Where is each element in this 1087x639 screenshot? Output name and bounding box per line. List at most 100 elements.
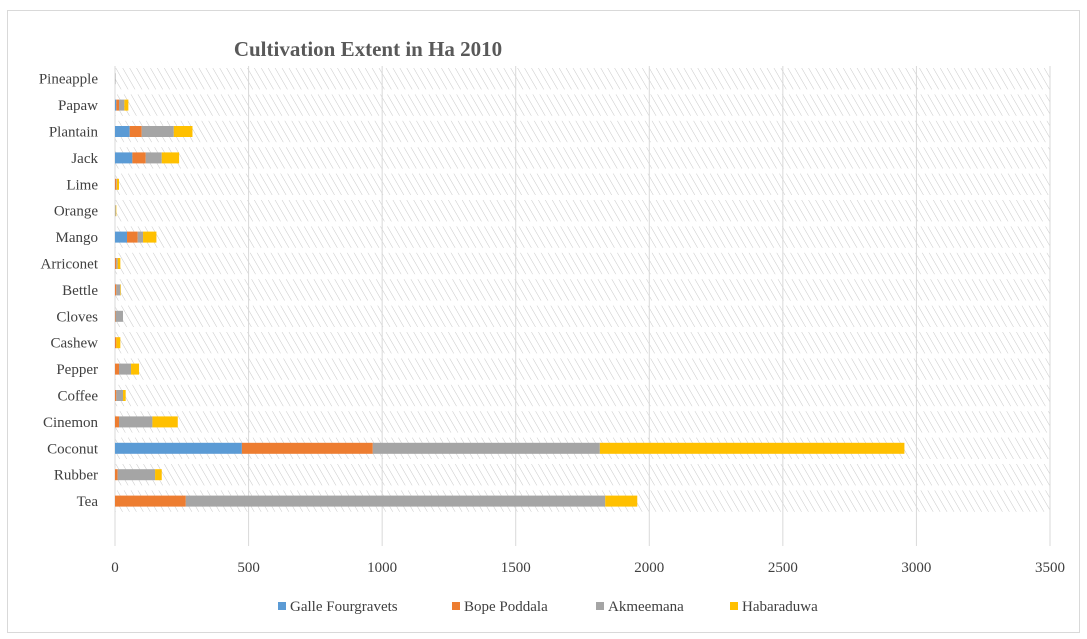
bar-segment	[116, 100, 119, 111]
plot-band	[115, 358, 1050, 379]
bar-segment	[116, 284, 120, 295]
category-label: Papaw	[58, 98, 98, 114]
plot-band	[115, 121, 1050, 142]
legend-label: Habaraduwa	[742, 599, 818, 615]
plot-band	[115, 306, 1050, 327]
bar-segment	[120, 284, 121, 295]
bar-segment	[130, 126, 142, 137]
bar-segment	[115, 416, 119, 427]
bar-segment	[174, 126, 193, 137]
bar-segment	[131, 364, 139, 375]
bar-segment	[115, 205, 116, 216]
bar-segment	[162, 152, 179, 163]
bar-segment	[115, 126, 130, 137]
bar-segment	[143, 232, 156, 243]
plot-band	[115, 147, 1050, 168]
plot-band	[115, 279, 1050, 300]
legend-label: Bope Poddala	[464, 599, 548, 615]
bar-segment	[116, 390, 123, 401]
bar-segment	[242, 443, 373, 454]
bar-segment	[118, 258, 121, 269]
bar-segment	[115, 496, 186, 507]
category-label: Coconut	[47, 441, 99, 457]
bar-segment	[116, 337, 120, 348]
bar-segment	[373, 443, 600, 454]
category-label: Rubber	[54, 468, 98, 484]
legend-swatch	[596, 602, 604, 610]
plot-band	[115, 385, 1050, 406]
bar-segment	[117, 179, 119, 190]
bar-segment	[132, 152, 145, 163]
category-label: Orange	[54, 204, 98, 220]
x-tick-label: 1000	[367, 560, 397, 576]
category-label: Arriconet	[41, 257, 99, 273]
category-label: Bettle	[62, 283, 98, 299]
plot-band	[115, 68, 1050, 89]
bar-segment	[155, 469, 162, 480]
bar-segment	[127, 232, 138, 243]
bar-segment	[115, 390, 116, 401]
plot-band	[115, 226, 1050, 247]
chart-title: Cultivation Extent in Ha 2010	[234, 37, 502, 61]
x-tick-label: 3500	[1035, 560, 1065, 576]
category-label: Cashew	[51, 336, 99, 352]
bar-segment	[116, 258, 117, 269]
bar-segment	[115, 284, 116, 295]
category-label: Pineapple	[39, 72, 98, 88]
x-tick-label: 2000	[634, 560, 664, 576]
bar-segment	[186, 496, 605, 507]
bar-segment	[138, 232, 143, 243]
category-label: Cinemon	[43, 415, 98, 431]
bar-segment	[152, 416, 177, 427]
bar-segment	[123, 390, 126, 401]
category-label: Coffee	[57, 389, 98, 405]
plot-band	[115, 94, 1050, 115]
bar-segment	[115, 311, 116, 322]
plot-band	[115, 464, 1050, 485]
plot-band	[115, 200, 1050, 221]
legend-swatch	[278, 602, 286, 610]
bar-segment	[116, 205, 117, 216]
legend-swatch	[452, 602, 460, 610]
bar-segment	[115, 258, 116, 269]
bar-segment	[115, 337, 116, 348]
x-tick-labels: 0 500 1000 1500 2000 2500 3000 3500	[111, 560, 1065, 576]
bar-segment	[124, 100, 128, 111]
plot-band	[115, 332, 1050, 353]
x-tick-label: 2500	[768, 560, 798, 576]
bar-segment	[115, 469, 118, 480]
bar-segment	[142, 126, 174, 137]
bar-segment	[119, 416, 152, 427]
bar-segment	[118, 469, 155, 480]
legend-label: Galle Fourgravets	[290, 599, 398, 615]
bar-segment	[116, 311, 123, 322]
category-label: Cloves	[56, 309, 98, 325]
bar-segment	[119, 100, 124, 111]
category-label: Plantain	[49, 125, 99, 141]
bar-segment	[115, 232, 127, 243]
category-label: Tea	[77, 494, 99, 510]
category-labels: Tea Rubber Coconut Cinemon Coffee Pepper Cashe…	[39, 72, 99, 510]
bar-segment	[116, 179, 117, 190]
plot-band	[115, 411, 1050, 432]
bar-segment	[119, 364, 131, 375]
category-label: Lime	[66, 177, 98, 193]
legend: Galle Fourgravets Bope Poddala Akmeemana Ha…	[278, 599, 818, 615]
bar-segment	[605, 496, 637, 507]
bar-segment	[115, 152, 132, 163]
bar-segment	[115, 443, 242, 454]
legend-swatch	[730, 602, 738, 610]
plot-band	[115, 253, 1050, 274]
bar-segment	[115, 364, 119, 375]
bar-segment	[600, 443, 905, 454]
x-tick-label: 500	[237, 560, 260, 576]
x-tick-label: 0	[111, 560, 119, 576]
x-tick-label: 3000	[901, 560, 931, 576]
bar-segment	[146, 152, 162, 163]
legend-label: Akmeemana	[608, 599, 684, 615]
bar-segment	[115, 179, 116, 190]
category-label: Mango	[56, 230, 99, 246]
plot-band	[115, 174, 1050, 195]
bar-segment	[115, 73, 116, 84]
